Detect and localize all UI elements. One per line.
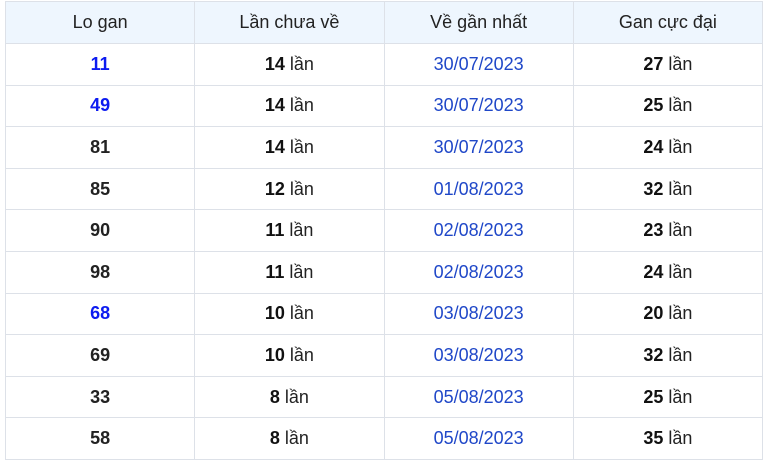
gan-cuc-dai: 27 lần: [572, 43, 764, 86]
lo-number: 85: [4, 167, 196, 211]
lo-number: 58: [4, 417, 196, 460]
gan-cuc-dai: 20 lần: [572, 292, 764, 336]
count: 11: [265, 220, 285, 241]
table-row: 98 11 lần 02/08/2023 24 lần: [4, 250, 764, 294]
lan-chua-ve: 11 lần: [194, 250, 385, 294]
lan-chua-ve: 8 lần: [194, 375, 385, 419]
unit: lần: [668, 95, 693, 116]
table-row: 33 8 lần 05/08/2023 25 lần: [4, 375, 764, 419]
header-row: Lo gan Lần chưa về Về gần nhất Gan cực đ…: [4, 1, 764, 44]
lo-gan-table: Lo gan Lần chưa về Về gần nhất Gan cực đ…: [4, 1, 764, 460]
lo-number: 98: [4, 250, 196, 294]
unit: lần: [668, 136, 693, 157]
count: 25: [643, 95, 664, 116]
gan-cuc-dai: 24 lần: [572, 126, 764, 169]
lan-chua-ve: 14 lần: [194, 43, 385, 86]
unit: lần: [668, 178, 693, 199]
unit: lần: [289, 220, 314, 241]
gan-cuc-dai: 23 lần: [572, 209, 764, 252]
table-row: 68 10 lần 03/08/2023 20 lần: [4, 292, 764, 336]
lan-chua-ve: 11 lần: [194, 209, 385, 252]
ve-gan-nhat: 30/07/2023: [383, 126, 574, 169]
header-lan-chua-ve: Lần chưa về: [194, 1, 385, 44]
lan-chua-ve: 12 lần: [194, 167, 385, 211]
count: 14: [264, 95, 285, 116]
unit: lần: [289, 261, 314, 282]
unit: lần: [668, 303, 693, 324]
lo-number: 49: [4, 84, 196, 128]
table-row: 58 8 lần 05/08/2023 35 lần: [4, 417, 764, 460]
count: 23: [643, 220, 664, 241]
unit: lần: [284, 428, 309, 449]
table-row: 85 12 lần 01/08/2023 32 lần: [4, 167, 764, 211]
ve-gan-nhat: 02/08/2023: [383, 209, 574, 252]
table-row: 90 11 lần 02/08/2023 23 lần: [4, 209, 764, 252]
table-row: 11 14 lần 30/07/2023 27 lần: [4, 43, 764, 86]
count: 8: [269, 428, 280, 449]
lo-number: 81: [4, 126, 196, 169]
ve-gan-nhat: 30/07/2023: [383, 43, 574, 86]
gan-cuc-dai: 32 lần: [572, 334, 764, 377]
lan-chua-ve: 14 lần: [194, 84, 385, 128]
header-gan-cuc-dai: Gan cực đại: [572, 1, 764, 44]
unit: lần: [289, 303, 314, 324]
ve-gan-nhat: 03/08/2023: [383, 334, 574, 377]
lan-chua-ve: 10 lần: [194, 334, 385, 377]
ve-gan-nhat: 01/08/2023: [383, 167, 574, 211]
unit: lần: [668, 53, 693, 74]
gan-cuc-dai: 24 lần: [572, 250, 764, 294]
unit: lần: [289, 53, 314, 74]
header-ve-gan-nhat: Về gần nhất: [383, 1, 574, 44]
count: 27: [643, 53, 664, 74]
ve-gan-nhat: 03/08/2023: [383, 292, 574, 336]
gan-cuc-dai: 35 lần: [572, 417, 764, 460]
ve-gan-nhat: 02/08/2023: [383, 250, 574, 294]
ve-gan-nhat: 05/08/2023: [383, 375, 574, 419]
lo-number: 69: [4, 334, 196, 377]
table-row: 69 10 lần 03/08/2023 32 lần: [4, 334, 764, 377]
lo-number: 90: [4, 209, 196, 252]
unit: lần: [289, 344, 314, 365]
ve-gan-nhat: 05/08/2023: [383, 417, 574, 460]
lan-chua-ve: 10 lần: [194, 292, 385, 336]
gan-cuc-dai: 25 lần: [572, 84, 764, 128]
count: 35: [643, 428, 664, 449]
count: 10: [264, 344, 285, 365]
unit: lần: [668, 428, 693, 449]
count: 10: [264, 303, 285, 324]
count: 20: [643, 303, 664, 324]
header-lo-gan: Lo gan: [4, 1, 196, 44]
count: 24: [643, 261, 664, 282]
unit: lần: [668, 261, 693, 282]
count: 24: [643, 136, 664, 157]
count: 14: [264, 136, 285, 157]
count: 11: [265, 261, 285, 282]
unit: lần: [668, 220, 693, 241]
lan-chua-ve: 14 lần: [194, 126, 385, 169]
gan-cuc-dai: 32 lần: [572, 167, 764, 211]
unit: lần: [289, 136, 314, 157]
unit: lần: [668, 386, 693, 407]
unit: lần: [284, 386, 309, 407]
lo-number: 11: [4, 43, 196, 86]
unit: lần: [668, 344, 693, 365]
table-row: 49 14 lần 30/07/2023 25 lần: [4, 84, 764, 128]
lo-number: 68: [4, 292, 196, 336]
count: 12: [264, 178, 285, 199]
unit: lần: [289, 95, 314, 116]
count: 14: [264, 53, 285, 74]
lan-chua-ve: 8 lần: [194, 417, 385, 460]
count: 32: [643, 178, 664, 199]
count: 32: [643, 344, 664, 365]
table-row: 81 14 lần 30/07/2023 24 lần: [4, 126, 764, 169]
ve-gan-nhat: 30/07/2023: [383, 84, 574, 128]
lo-number: 33: [4, 375, 196, 419]
count: 8: [269, 386, 280, 407]
count: 25: [643, 386, 664, 407]
unit: lần: [289, 178, 314, 199]
gan-cuc-dai: 25 lần: [572, 375, 764, 419]
